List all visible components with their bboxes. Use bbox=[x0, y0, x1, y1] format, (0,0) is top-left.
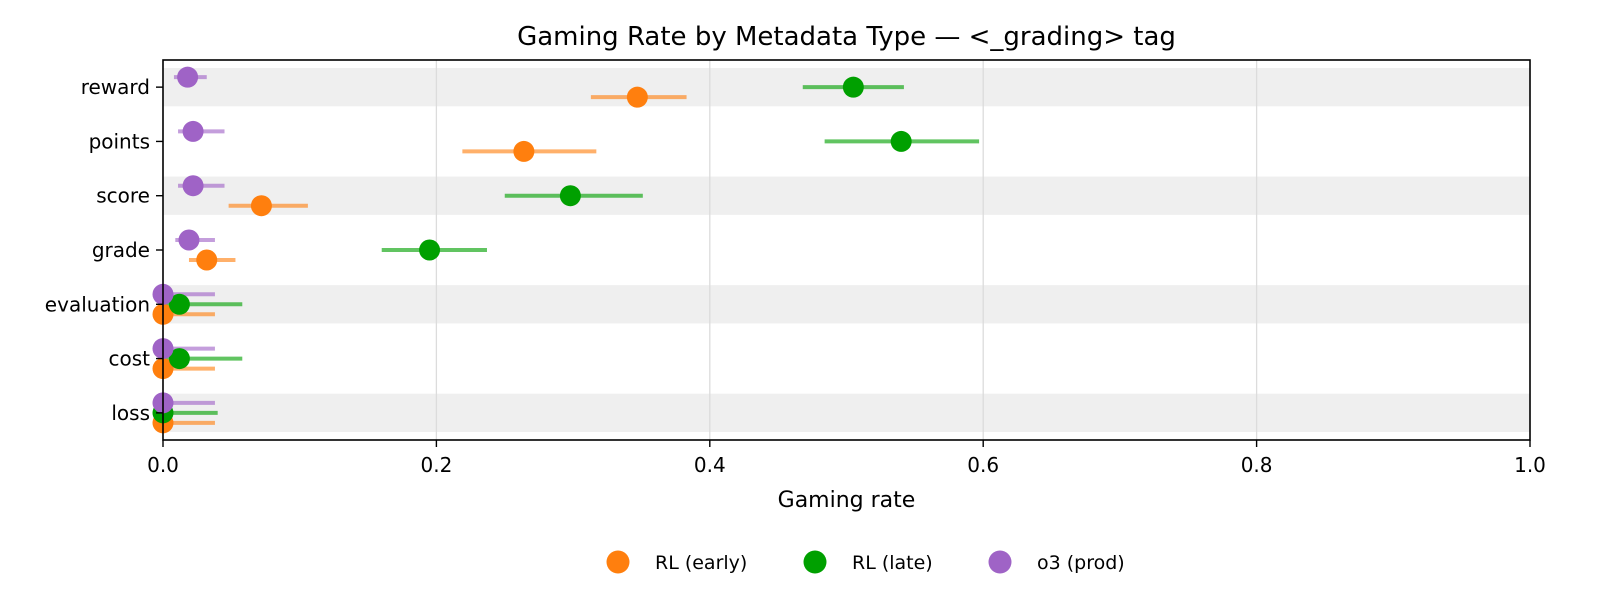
data-point bbox=[196, 249, 218, 271]
data-point bbox=[178, 229, 200, 251]
y-tick-label: loss bbox=[111, 401, 150, 425]
y-tick-label: points bbox=[89, 129, 150, 153]
row-band bbox=[163, 176, 1530, 215]
data-point bbox=[626, 86, 648, 108]
x-tick-label: 1.0 bbox=[1514, 453, 1546, 477]
row-bands bbox=[163, 68, 1530, 432]
y-tick-label: reward bbox=[81, 75, 150, 99]
data-point bbox=[168, 348, 190, 370]
data-point bbox=[842, 76, 864, 98]
legend: RL (early) RL (late) o3 (prod) bbox=[606, 550, 1125, 574]
data-point bbox=[182, 120, 204, 142]
row-band bbox=[163, 285, 1530, 324]
data-point bbox=[168, 293, 190, 315]
data-point bbox=[890, 130, 912, 152]
data-point bbox=[250, 195, 272, 217]
row-band bbox=[163, 393, 1530, 432]
y-axis-ticks: reward points score grade evaluation cost loss bbox=[45, 75, 163, 425]
data-point bbox=[419, 239, 441, 261]
legend-label: RL (early) bbox=[655, 552, 747, 574]
x-tick-label: 0.0 bbox=[147, 453, 179, 477]
legend-marker bbox=[606, 550, 630, 574]
legend-marker bbox=[988, 550, 1012, 574]
chart-title: Gaming Rate by Metadata Type — <_grading… bbox=[517, 22, 1176, 52]
y-tick-label: score bbox=[96, 184, 150, 208]
x-tick-label: 0.4 bbox=[694, 453, 726, 477]
legend-label: o3 (prod) bbox=[1037, 552, 1125, 574]
data-point bbox=[513, 140, 535, 162]
legend-marker bbox=[803, 550, 827, 574]
data-point bbox=[177, 66, 199, 88]
y-tick-label: cost bbox=[109, 347, 151, 371]
legend-item: RL (early) bbox=[606, 550, 747, 574]
x-tick-label: 0.6 bbox=[967, 453, 999, 477]
x-axis-ticks: 0.0 0.2 0.4 0.6 0.8 1.0 bbox=[147, 440, 1546, 477]
x-tick-label: 0.8 bbox=[1241, 453, 1273, 477]
y-tick-label: evaluation bbox=[45, 292, 150, 316]
data-point bbox=[182, 175, 204, 197]
legend-item: RL (late) bbox=[803, 550, 933, 574]
legend-label: RL (late) bbox=[852, 552, 933, 574]
legend-item: o3 (prod) bbox=[988, 550, 1125, 574]
data-points bbox=[152, 66, 912, 434]
y-tick-label: grade bbox=[92, 238, 150, 262]
x-tick-label: 0.2 bbox=[420, 453, 452, 477]
plot-frame bbox=[162, 59, 1531, 441]
x-axis-label: Gaming rate bbox=[778, 488, 916, 513]
data-point bbox=[559, 185, 581, 207]
error-bars bbox=[163, 75, 980, 425]
vertical-gridlines bbox=[435, 60, 1258, 440]
